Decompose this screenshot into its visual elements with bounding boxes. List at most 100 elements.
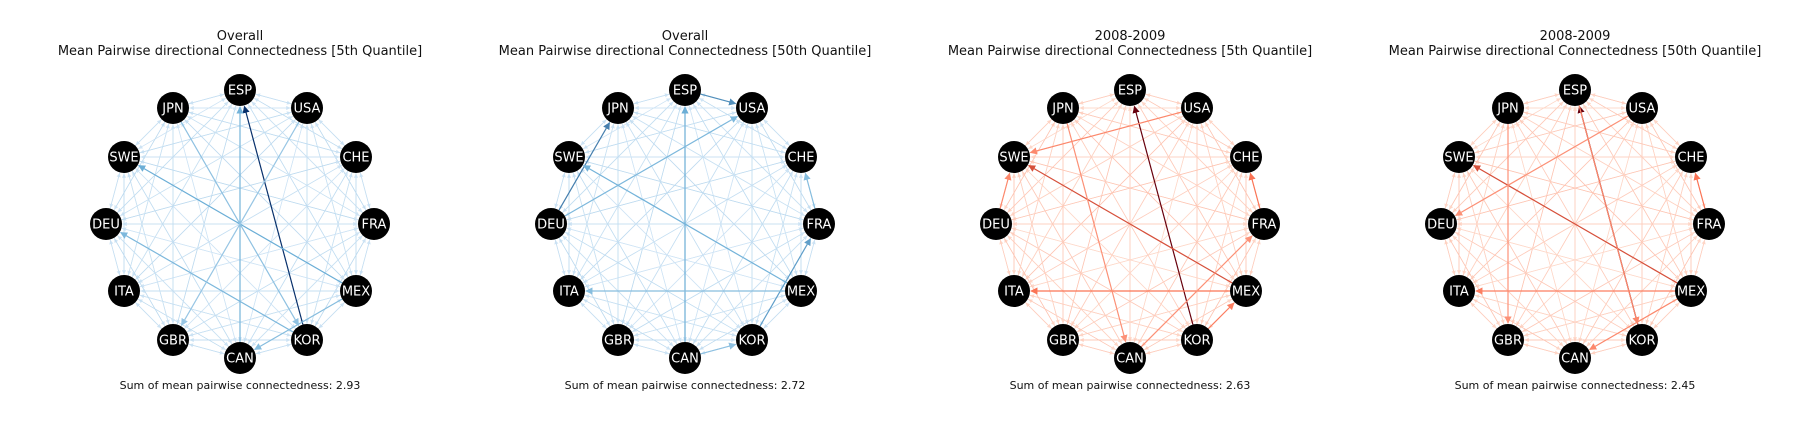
- node-swe: SWE: [998, 141, 1030, 173]
- edge-mex-esp: [693, 104, 794, 278]
- node-circle: [224, 74, 256, 106]
- node-label: MEX: [1232, 285, 1260, 300]
- edge-strong-usa-gbr: [180, 121, 300, 326]
- node-circle: [1492, 324, 1524, 356]
- edge-gbr-esp: [1511, 105, 1572, 325]
- edge-mex-fra: [1249, 239, 1261, 276]
- node-can: CAN: [1559, 342, 1591, 374]
- edge-deu-mex: [566, 227, 786, 288]
- panel-title-measure: Mean Pairwise directional Connectedness …: [499, 44, 872, 59]
- node-circle: [291, 324, 323, 356]
- edge-kor-mex: [1653, 302, 1680, 329]
- panel-title-measure: Mean Pairwise directional Connectedness …: [948, 44, 1312, 59]
- edge-gbr-esp: [621, 105, 682, 325]
- edge-jpn-ita: [127, 123, 170, 276]
- node-mex: MEX: [785, 275, 817, 307]
- node-jpn: JPN: [157, 92, 189, 124]
- edge-swe-usa: [1474, 111, 1627, 154]
- node-label: KOR: [293, 334, 320, 349]
- node-circle: [291, 92, 323, 124]
- edge-jpn-mex: [184, 119, 345, 280]
- node-label: CAN: [1116, 352, 1144, 367]
- node-jpn: JPN: [1492, 92, 1524, 124]
- node-circle: [736, 92, 768, 124]
- edge-deu-che: [1456, 160, 1676, 221]
- panel-sum-caption: Sum of mean pairwise connectedness: 2.45: [1455, 379, 1696, 392]
- node-circle: [803, 208, 835, 240]
- node-esp: ESP: [1114, 74, 1146, 106]
- node-ita: ITA: [998, 275, 1030, 307]
- node-label: CAN: [226, 352, 254, 367]
- edge-strong-kor-esp: [1132, 105, 1194, 325]
- node-swe: SWE: [553, 141, 585, 173]
- node-swe: SWE: [108, 141, 140, 173]
- edge-strong-mex-can: [1589, 298, 1678, 351]
- edge-gbr-fra: [1076, 232, 1250, 333]
- node-label: ITA: [1449, 285, 1469, 300]
- edge-swe-kor: [1470, 168, 1631, 329]
- edge-che-usa: [1653, 119, 1680, 146]
- node-label: ESP: [1563, 84, 1587, 99]
- edge-jpn-ita: [1017, 123, 1060, 276]
- node-circle: [998, 275, 1030, 307]
- node-circle: [340, 141, 372, 173]
- node-label: GBR: [1049, 334, 1077, 349]
- edge-ita-can: [582, 298, 671, 350]
- edge-gbr-can: [1078, 343, 1115, 355]
- edge-usa-esp: [1145, 93, 1182, 105]
- edge-kor-mex: [763, 302, 790, 329]
- edge-ita-usa: [1470, 119, 1631, 280]
- edge-jpn-esp: [1078, 93, 1115, 105]
- edge-swe-kor: [1025, 168, 1186, 329]
- edge-ita-usa: [1025, 119, 1186, 280]
- node-circle: [553, 141, 585, 173]
- node-circle: [1425, 208, 1457, 240]
- edge-layer: [999, 93, 1261, 355]
- node-label: JPN: [161, 102, 183, 117]
- edge-swe-deu: [109, 172, 121, 209]
- edge-ita-can: [1472, 298, 1561, 350]
- edge-strong-fra-che: [1248, 172, 1261, 209]
- edge-swe-can: [576, 170, 677, 344]
- node-label: MEX: [1677, 285, 1705, 300]
- node-circle: [669, 342, 701, 374]
- node-ita: ITA: [553, 275, 585, 307]
- edge-can-kor: [255, 343, 292, 355]
- edge-strong-can-kor: [700, 342, 737, 355]
- edge-can-usa: [1578, 123, 1639, 343]
- node-gbr: GBR: [1492, 324, 1524, 356]
- node-label: JPN: [1051, 102, 1073, 117]
- node-label: USA: [1184, 102, 1211, 117]
- node-che: CHE: [785, 141, 817, 173]
- edge-swe-kor: [135, 168, 296, 329]
- node-kor: KOR: [1181, 324, 1213, 356]
- edge-jpn-esp: [633, 93, 670, 105]
- edge-can-usa: [1133, 123, 1194, 343]
- node-circle: [1248, 208, 1280, 240]
- node-circle: [553, 275, 585, 307]
- edge-can-usa: [688, 123, 749, 343]
- edge-strong-usa-swe: [1029, 111, 1182, 155]
- edge-strong-fra-che: [1693, 172, 1706, 209]
- node-circle: [669, 74, 701, 106]
- node-circle: [157, 92, 189, 124]
- edge-gbr-can: [188, 343, 225, 355]
- node-circle: [1047, 92, 1079, 124]
- node-circle: [1230, 275, 1262, 307]
- node-label: GBR: [604, 334, 632, 349]
- node-esp: ESP: [669, 74, 701, 106]
- node-circle: [1626, 324, 1658, 356]
- edge-strong-jpn-can: [1066, 123, 1128, 343]
- node-label: USA: [294, 102, 321, 117]
- node-usa: USA: [1626, 92, 1658, 124]
- node-label: CHE: [787, 151, 814, 166]
- edge-deu-gbr: [558, 237, 610, 326]
- edge-mex-usa: [1200, 123, 1243, 276]
- node-ita: ITA: [1443, 275, 1475, 307]
- edge-jpn-mex: [1074, 119, 1235, 280]
- node-label: ESP: [673, 84, 697, 99]
- edge-strong-can-fra: [1140, 235, 1253, 348]
